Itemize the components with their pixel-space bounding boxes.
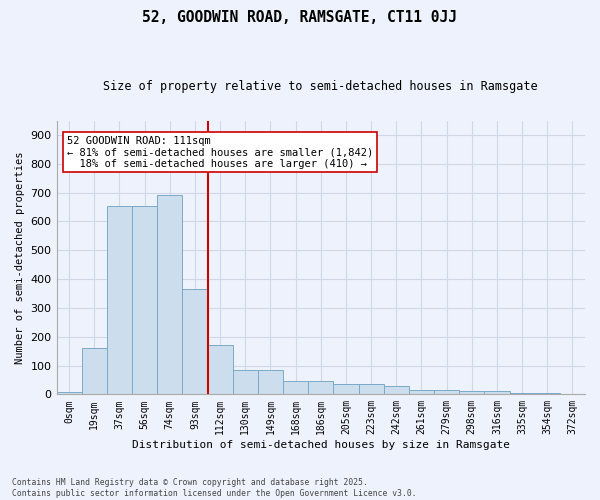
X-axis label: Distribution of semi-detached houses by size in Ramsgate: Distribution of semi-detached houses by … <box>132 440 510 450</box>
Title: Size of property relative to semi-detached houses in Ramsgate: Size of property relative to semi-detach… <box>103 80 538 93</box>
Text: 52 GOODWIN ROAD: 111sqm
← 81% of semi-detached houses are smaller (1,842)
  18% : 52 GOODWIN ROAD: 111sqm ← 81% of semi-de… <box>67 136 373 169</box>
Bar <box>484 392 509 394</box>
Bar <box>82 348 107 395</box>
Bar <box>208 346 233 395</box>
Bar <box>258 370 283 394</box>
Text: Contains HM Land Registry data © Crown copyright and database right 2025.
Contai: Contains HM Land Registry data © Crown c… <box>12 478 416 498</box>
Bar <box>434 390 459 394</box>
Bar <box>182 289 208 395</box>
Bar <box>157 196 182 394</box>
Bar <box>107 206 132 394</box>
Bar <box>132 206 157 394</box>
Bar <box>308 380 334 394</box>
Bar <box>233 370 258 394</box>
Bar <box>383 386 409 394</box>
Bar <box>334 384 359 394</box>
Bar <box>283 380 308 394</box>
Bar <box>509 393 535 394</box>
Bar <box>459 390 484 394</box>
Y-axis label: Number of semi-detached properties: Number of semi-detached properties <box>15 151 25 364</box>
Text: 52, GOODWIN ROAD, RAMSGATE, CT11 0JJ: 52, GOODWIN ROAD, RAMSGATE, CT11 0JJ <box>143 10 458 25</box>
Bar <box>359 384 383 394</box>
Bar <box>56 392 82 394</box>
Bar <box>409 390 434 394</box>
